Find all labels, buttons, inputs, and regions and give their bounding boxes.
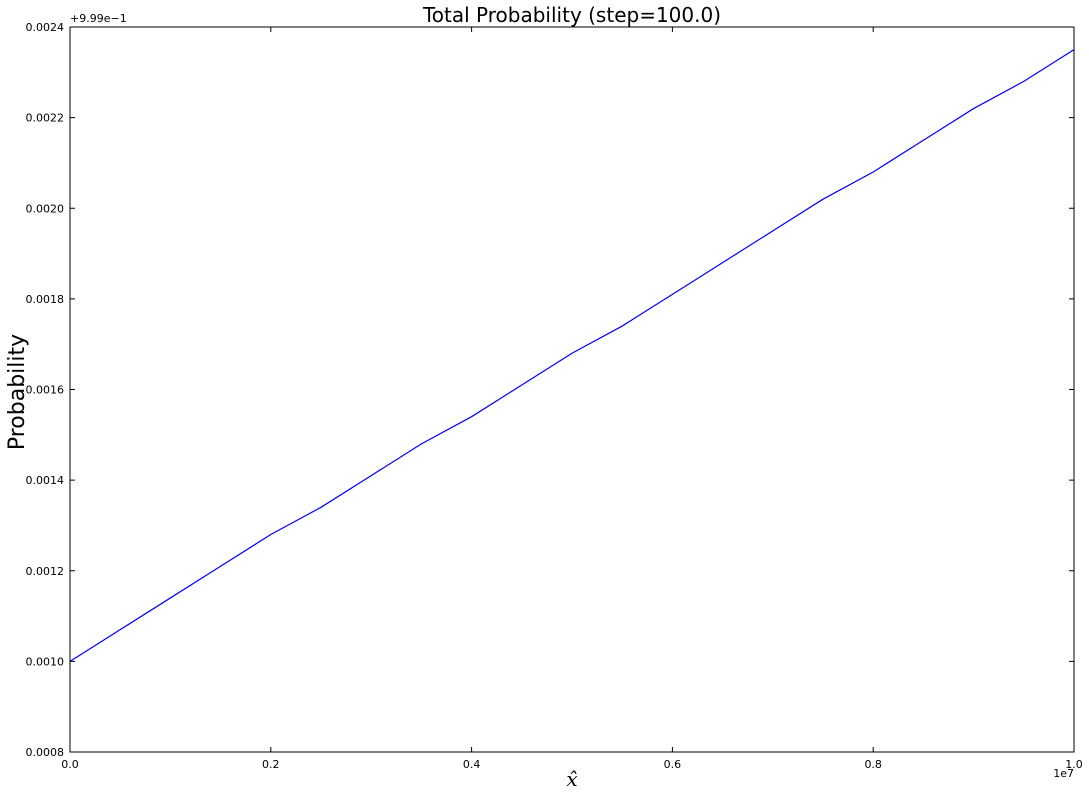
y-tick-label: 0.0010 — [26, 655, 65, 668]
x-axis-label: x̂ — [566, 767, 577, 791]
x-tick-label: 1.0 — [1065, 758, 1083, 771]
x-tick-label: 0.6 — [664, 758, 682, 771]
y-tick-label: 0.0014 — [26, 474, 65, 487]
y-tick-label: 0.0024 — [26, 21, 65, 34]
y-axis-label: Probability — [5, 334, 30, 450]
y-tick-label: 0.0018 — [26, 293, 65, 306]
y-tick-label: 0.0016 — [26, 384, 65, 397]
series-line-0 — [69, 49, 1075, 662]
plot-frame — [69, 26, 1075, 753]
y-offset-label: +9.99e−1 — [70, 12, 127, 25]
y-tick-label: 0.0008 — [26, 746, 65, 759]
x-tick-label: 0.2 — [262, 758, 280, 771]
x-tick-label: 0.4 — [463, 758, 481, 771]
x-offset-label: 1e7 — [1053, 767, 1074, 780]
x-tick-label: 0.0 — [61, 758, 79, 771]
x-tick-label: 0.8 — [864, 758, 882, 771]
chart-title: Total Probability (step=100.0) — [422, 3, 721, 27]
y-tick-label: 0.0022 — [26, 112, 65, 125]
axis-ticks: 0.0 0.2 0.4 0.6 0.8 1.0 0.0008 0.0010 0.0012 0.00… — [26, 21, 1083, 771]
series-group — [69, 49, 1075, 662]
y-tick-label: 0.0012 — [26, 565, 65, 578]
y-tick-label: 0.0020 — [26, 202, 65, 215]
